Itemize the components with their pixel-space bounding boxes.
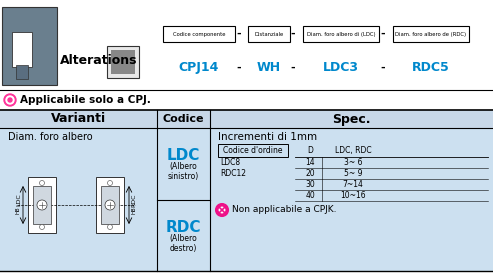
- Circle shape: [4, 94, 16, 106]
- Text: 10~16: 10~16: [340, 191, 366, 200]
- Circle shape: [6, 96, 14, 104]
- Bar: [33, 186, 51, 224]
- Bar: [28, 177, 56, 233]
- Text: RDC5: RDC5: [412, 61, 450, 74]
- Text: 20: 20: [305, 169, 315, 178]
- Bar: [163, 26, 235, 42]
- Text: RDC: RDC: [166, 220, 201, 235]
- Text: Diam. foro albero: Diam. foro albero: [8, 132, 93, 142]
- Text: LDC: LDC: [167, 148, 200, 163]
- Text: 30: 30: [305, 180, 315, 189]
- Text: 40: 40: [305, 191, 315, 200]
- Text: H8: H8: [16, 206, 21, 214]
- Text: Diam. foro albero di (LDC): Diam. foro albero di (LDC): [307, 32, 375, 37]
- Text: -: -: [381, 29, 386, 39]
- Text: 14: 14: [305, 158, 315, 167]
- Text: Alterations: Alterations: [60, 54, 138, 67]
- Bar: [393, 26, 469, 42]
- Bar: [0, 128, 493, 271]
- Text: RDC12: RDC12: [220, 169, 246, 178]
- Bar: [12, 32, 32, 67]
- Bar: [248, 26, 290, 42]
- Text: CPJ14: CPJ14: [179, 61, 219, 74]
- Bar: [0, 110, 493, 128]
- Bar: [218, 144, 288, 157]
- Text: -: -: [237, 63, 241, 73]
- Bar: [2, 7, 57, 85]
- Circle shape: [37, 200, 47, 210]
- Text: LDC3: LDC3: [323, 61, 359, 74]
- Text: -: -: [237, 29, 241, 39]
- Circle shape: [39, 224, 44, 230]
- Text: Spec.: Spec.: [332, 112, 371, 126]
- Text: LDC, RDC: LDC, RDC: [335, 146, 371, 155]
- Text: Applicabile solo a CPJ.: Applicabile solo a CPJ.: [20, 95, 151, 105]
- Bar: [111, 50, 135, 74]
- Text: (Albero
sinistro): (Albero sinistro): [168, 162, 199, 182]
- Text: (Albero
destro): (Albero destro): [170, 233, 197, 253]
- Bar: [16, 65, 28, 79]
- Text: 3~ 6: 3~ 6: [344, 158, 362, 167]
- Text: Codice d'ordine: Codice d'ordine: [223, 146, 283, 155]
- Bar: [0, 0, 493, 90]
- Circle shape: [107, 224, 112, 230]
- Text: Codice componente: Codice componente: [173, 32, 225, 37]
- Text: -: -: [291, 29, 295, 39]
- Text: 5~ 9: 5~ 9: [344, 169, 362, 178]
- Circle shape: [107, 180, 112, 185]
- Bar: [107, 46, 139, 78]
- Text: H8: H8: [131, 206, 136, 214]
- Circle shape: [39, 180, 44, 185]
- Text: -: -: [291, 63, 295, 73]
- Circle shape: [217, 206, 226, 215]
- Circle shape: [105, 200, 115, 210]
- Circle shape: [216, 204, 228, 216]
- Text: 7~14: 7~14: [343, 180, 363, 189]
- Text: Varianti: Varianti: [51, 112, 106, 126]
- Bar: [96, 177, 124, 233]
- Text: WH: WH: [257, 61, 281, 74]
- Bar: [303, 26, 379, 42]
- Text: -: -: [381, 63, 386, 73]
- Text: Diam. foro albero de (RDC): Diam. foro albero de (RDC): [395, 32, 466, 37]
- Circle shape: [8, 98, 12, 102]
- Text: Distanziale: Distanziale: [254, 32, 283, 37]
- Text: Non applicabile a CPJK.: Non applicabile a CPJK.: [232, 206, 337, 215]
- Text: RDC: RDC: [131, 193, 136, 207]
- Text: D: D: [307, 146, 313, 155]
- Text: LDC: LDC: [16, 194, 21, 206]
- Text: LDC8: LDC8: [220, 158, 240, 167]
- Text: Codice: Codice: [163, 114, 204, 124]
- Text: Incrementi di 1mm: Incrementi di 1mm: [218, 132, 317, 142]
- Bar: [101, 186, 119, 224]
